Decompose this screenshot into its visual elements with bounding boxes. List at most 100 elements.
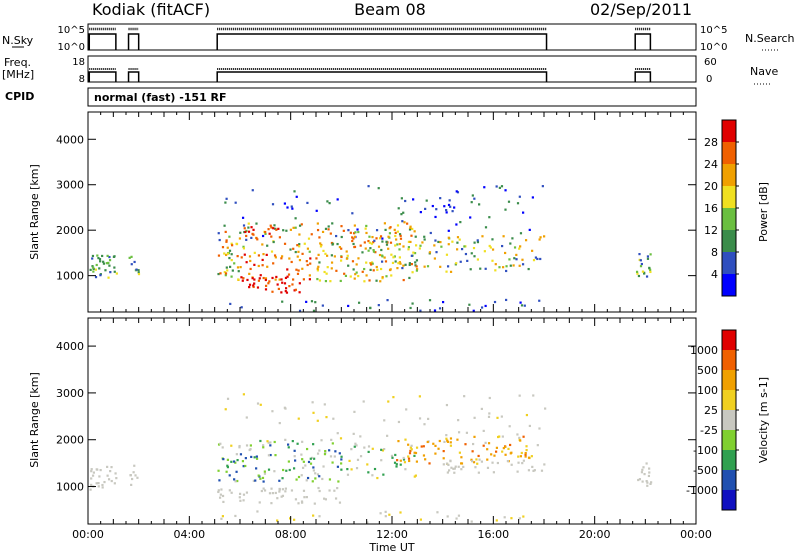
data-cell (494, 269, 497, 272)
data-cell (536, 444, 539, 447)
data-cell (323, 497, 326, 500)
data-cell (298, 258, 302, 262)
data-cell (326, 200, 329, 203)
data-cell (323, 270, 326, 274)
data-cell (239, 231, 242, 234)
data-cell (370, 242, 373, 245)
data-cell (107, 276, 110, 279)
data-cell (415, 460, 419, 463)
data-cell (242, 499, 245, 502)
data-cell (445, 403, 449, 407)
data-cell (128, 256, 131, 259)
data-cell (274, 491, 277, 495)
data-cell (346, 254, 349, 257)
data-cell (470, 520, 473, 523)
data-cell (386, 434, 389, 437)
data-cell (414, 451, 418, 455)
data-cell (410, 448, 413, 451)
data-cell (352, 432, 355, 435)
data-cell (324, 451, 327, 454)
data-cell (495, 185, 498, 188)
data-cell (286, 206, 289, 209)
data-cell (423, 265, 426, 268)
data-cell (298, 245, 301, 248)
data-cell (242, 224, 246, 227)
data-cell (238, 496, 241, 499)
data-cell (273, 470, 276, 473)
data-cell (340, 462, 343, 465)
data-cell (435, 208, 438, 211)
data-cell (440, 245, 443, 248)
data-cell (471, 194, 474, 197)
data-cell (509, 264, 512, 267)
data-cell (415, 269, 418, 272)
data-cell (264, 277, 268, 280)
data-cell (470, 252, 473, 255)
data-cell (426, 440, 429, 444)
data-cell (253, 251, 256, 254)
data-cell (256, 238, 259, 241)
data-cell (442, 450, 445, 453)
data-cell (333, 255, 336, 258)
data-cell (313, 502, 316, 505)
data-cell (411, 271, 414, 274)
data-cell (437, 447, 440, 450)
data-cell (312, 514, 315, 517)
data-cell (472, 246, 476, 250)
data-cell (513, 246, 517, 249)
data-cell (316, 267, 319, 270)
data-cell (278, 236, 281, 239)
data-cell (105, 262, 108, 265)
data-cell (104, 269, 107, 272)
data-cell (312, 443, 315, 446)
data-cell (250, 455, 253, 459)
data-cell (376, 476, 379, 480)
data-cell (521, 462, 524, 465)
data-cell (110, 479, 113, 483)
data-cell (95, 263, 98, 267)
data-cell (252, 284, 255, 287)
data-cell (264, 288, 268, 291)
data-cell (298, 309, 302, 312)
data-cell (527, 469, 531, 472)
data-cell (329, 280, 332, 283)
data-cell (484, 267, 487, 270)
data-cell (288, 257, 291, 260)
data-cell (238, 492, 242, 495)
data-cell (308, 278, 311, 281)
data-cell (313, 457, 316, 460)
data-cell (487, 415, 491, 418)
data-cell (525, 449, 528, 452)
data-cell (423, 423, 426, 426)
y-tick-label: 1000 (56, 270, 84, 283)
data-cell (371, 474, 374, 477)
data-cell (130, 263, 133, 266)
data-cell (233, 478, 236, 481)
freq-panel-frame (87, 55, 697, 83)
power-ylabel: Slant Range [km] (28, 164, 41, 260)
nsearch-label: N.Search (745, 32, 795, 45)
x-tick-labels: 00:00 04:00 08:00 12:00 16:00 20:00 00:00 (72, 528, 712, 541)
data-cell (290, 205, 293, 208)
data-cell (473, 241, 476, 244)
data-cell (284, 487, 287, 490)
data-cell (521, 258, 524, 261)
data-cell (413, 252, 417, 255)
data-cell (451, 240, 454, 243)
data-cell (367, 185, 370, 188)
data-cell (295, 195, 298, 198)
y-tick-label: 1000 (56, 481, 84, 494)
data-cell (277, 287, 280, 291)
data-cell (301, 252, 304, 255)
data-cell (277, 227, 280, 230)
data-cell (316, 222, 319, 225)
colorbar-tick-label: -500 (693, 464, 718, 477)
data-cell (387, 235, 390, 238)
data-cell (251, 189, 254, 192)
x-tick-label: 12:00 (376, 528, 408, 541)
data-cell (365, 274, 368, 277)
data-cell (292, 247, 295, 250)
data-cell (443, 205, 446, 208)
data-cell (538, 427, 541, 430)
data-cell (246, 278, 249, 282)
